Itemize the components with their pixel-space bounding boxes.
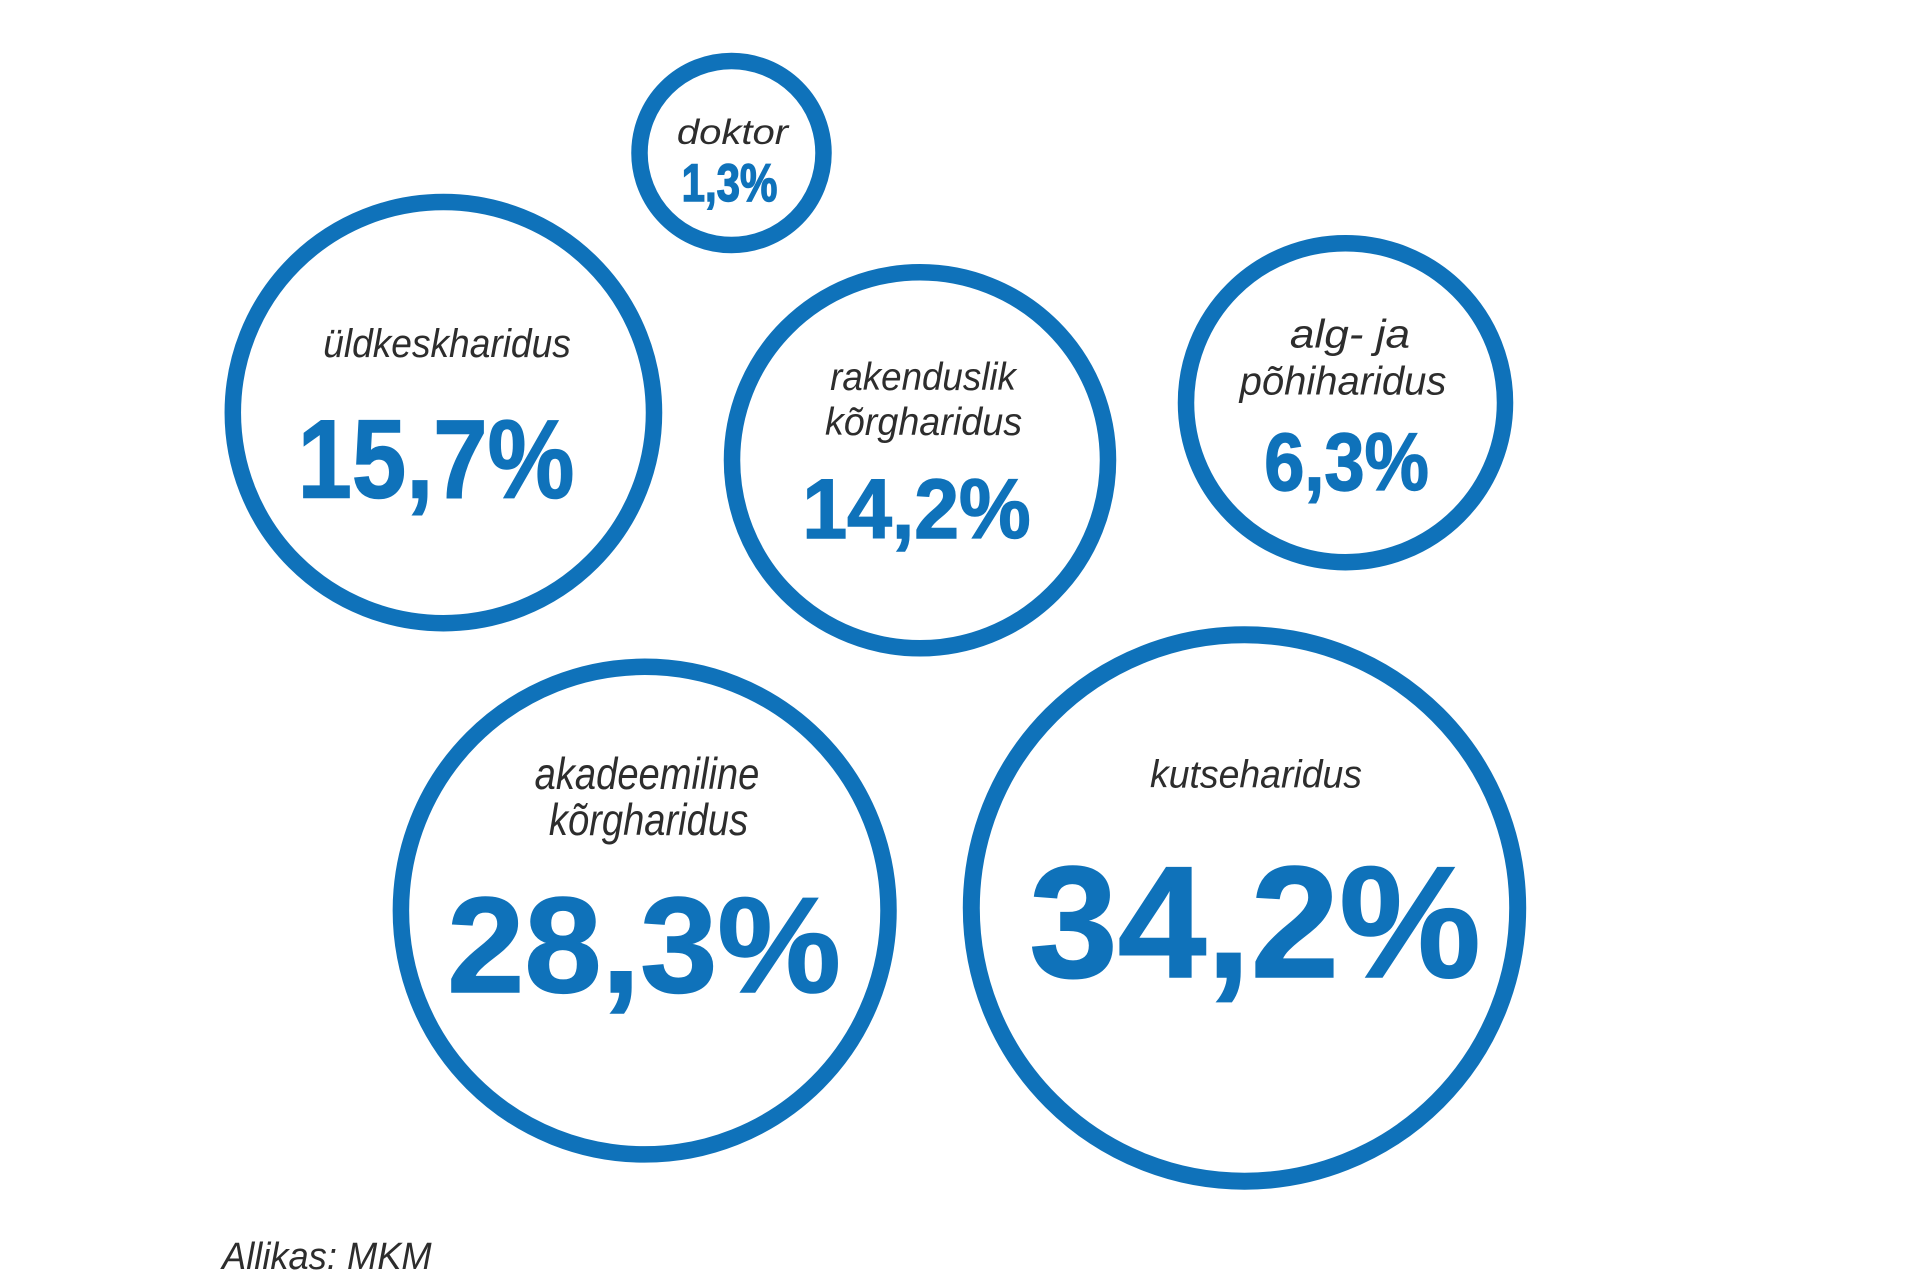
svg-text:kõrgharidus: kõrgharidus [825,402,1022,444]
svg-text:üldkeskharidus: üldkeskharidus [323,322,571,367]
svg-text:34,2%: 34,2% [1029,833,1481,1011]
svg-text:1,3%: 1,3% [682,154,778,213]
svg-text:akadeemiline: akadeemiline [535,748,760,798]
svg-text:rakenduslik: rakenduslik [830,355,1018,398]
svg-text:doktor: doktor [677,112,790,151]
svg-text:põhiharidus: põhiharidus [1239,359,1447,403]
svg-text:14,2%: 14,2% [802,462,1030,556]
svg-text:kõrgharidus: kõrgharidus [549,794,748,844]
svg-text:kutseharidus: kutseharidus [1150,753,1362,797]
svg-text:6,3%: 6,3% [1264,417,1429,508]
svg-text:28,3%: 28,3% [447,870,841,1021]
svg-text:alg- ja: alg- ja [1290,312,1410,357]
svg-text:Allikas: MKM: Allikas: MKM [220,1234,432,1277]
svg-text:15,7%: 15,7% [298,398,575,522]
